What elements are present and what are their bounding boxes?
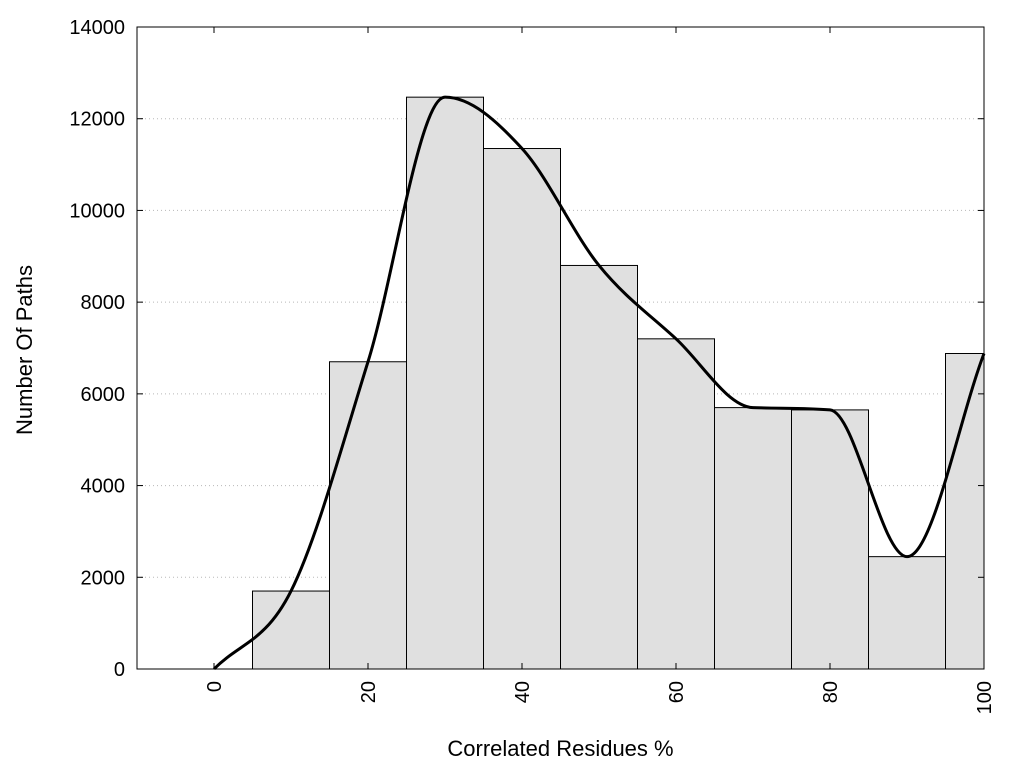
histogram-bar [714,407,792,670]
y-tick-label: 2000 [81,567,126,589]
y-tick-label: 0 [114,659,125,681]
y-axis-title: Number Of Paths [12,265,37,435]
x-tick-label: 60 [666,681,688,703]
y-tick-label: 14000 [69,17,125,39]
x-tick-label: 0 [204,681,226,692]
density-curve [212,95,986,671]
histogram-bars [252,96,985,670]
x-tick-label: 100 [974,681,996,714]
y-axis-ticks: 0 2000 4000 6000 8000 10000 12000 14000 [69,17,984,681]
x-axis-title: Correlated Residues % [447,736,673,761]
y-tick-label: 4000 [81,476,126,498]
x-axis-ticks: 0 20 40 60 80 100 [204,27,996,714]
histogram-bar [406,96,484,670]
y-tick-label: 6000 [81,384,126,406]
x-tick-label: 20 [358,681,380,703]
histogram-bar [560,264,638,670]
histogram-bar [483,148,561,670]
y-tick-label: 10000 [69,200,125,222]
histogram-bar [329,361,407,670]
plot-frame [136,26,985,670]
histogram-bar [637,338,715,670]
y-tick-label: 8000 [81,292,126,314]
histogram-bar [945,353,985,670]
histogram-bar [868,556,946,670]
x-tick-label: 80 [820,681,842,703]
y-tick-label: 12000 [69,109,125,131]
x-tick-label: 40 [512,681,534,703]
